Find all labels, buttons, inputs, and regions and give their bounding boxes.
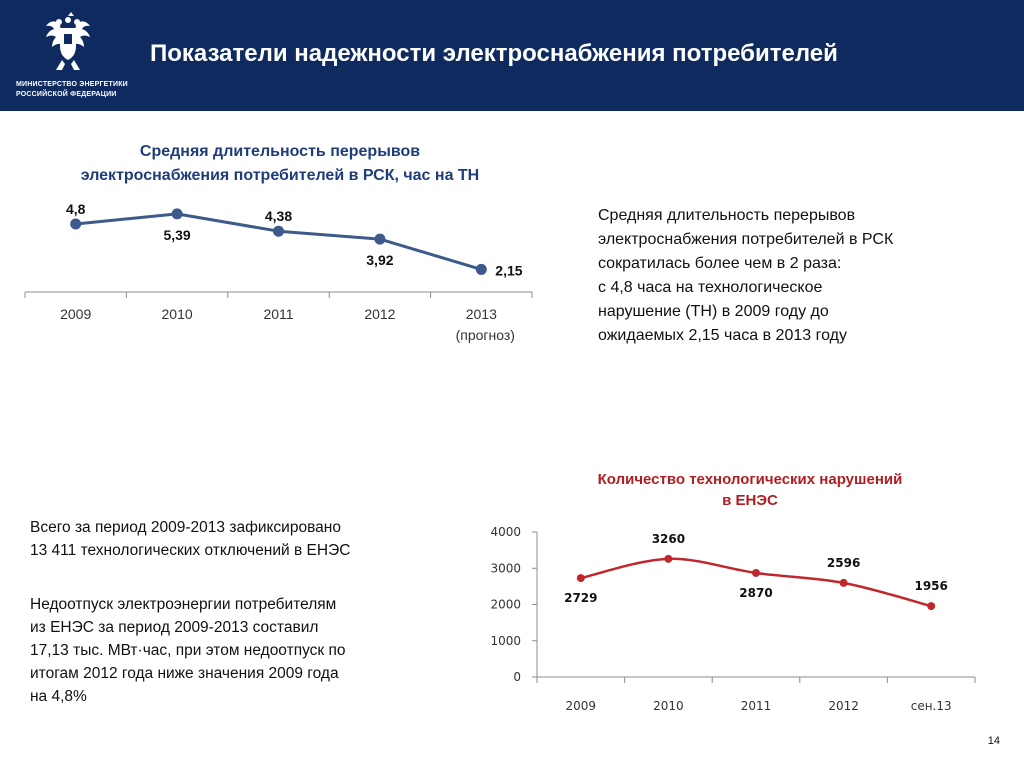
description-line: ожидаемых 2,15 часа в 2013 году [598,327,847,344]
chart2-y-tick-label: 2000 [490,598,521,612]
chart1-data-point [374,233,386,245]
double-headed-eagle-icon [46,12,90,70]
chart2-y-tick-label: 0 [513,670,521,684]
chart1-x-tick-label: 2012 [364,306,395,322]
chart1-data-label: 3,92 [366,252,393,268]
description-line: с 4,8 часа на технологическое [598,279,823,296]
chart2-title: Количество технологических нарушений в Е… [530,469,970,511]
chart1-data-label: 5,39 [163,227,190,243]
description-line: сократилась более чем в 2 раза: [598,255,842,272]
summary-text: Всего за период 2009-2013 зафиксировано … [30,516,350,562]
chart2-data-label: 2596 [827,556,860,570]
chart2-x-tick-label: 2011 [741,699,772,713]
chart1-data-point [70,218,82,230]
chart1-data-point [475,263,487,275]
chart2-data-label: 1956 [914,579,947,593]
chart2-title-line2: в ЕНЭС [722,492,778,509]
chart1-title-line1: Средняя длительность перерывов [139,143,421,160]
undersupply-line: из ЕНЭС за период 2009-2013 составил [30,619,319,636]
chart1-data-point [171,208,183,220]
ministry-line1: МИНИСТЕРСТВО ЭНЕРГЕТИКИ [16,81,128,88]
undersupply-line: итогам 2012 года ниже значения 2009 года [30,665,339,682]
chart2-data-point [839,578,848,587]
chart2-data-point [927,602,936,611]
undersupply-line: на 4,8% [30,688,87,705]
summary-line: Всего за период 2009-2013 зафиксировано [30,519,341,536]
chart1-x-tick-label: 2011 [263,306,293,322]
chart2-data-point [576,574,585,583]
chart1-data-point [273,225,284,237]
description-line: Средняя длительность перерывов [598,207,856,224]
chart1-data-label: 4,38 [265,208,292,224]
chart1-title-line2: электроснабжения потребителей в РСК, час… [80,167,480,184]
description-line: нарушение (ТН) в 2009 году до [598,303,829,320]
chart2-x-tick-label: сен.13 [911,699,952,713]
undersupply-line: Недоотпуск электроэнергии потребителям [30,596,337,613]
chart2-data-point [664,554,673,563]
chart2-data-label: 2870 [739,586,772,600]
chart2-y-tick-label: 1000 [490,634,521,648]
chart2-x-tick-label: 2012 [828,699,859,713]
description-text: Средняя длительность перерывов электросн… [598,204,998,348]
undersupply-text: Недоотпуск электроэнергии потребителям и… [30,593,346,708]
description-line: электроснабжения потребителей в РСК [598,231,894,248]
chart1-data-label: 4,8 [66,201,86,217]
chart1-x-tick-sublabel: (прогноз) [456,327,515,343]
page-title: Показатели надежности электроснабжения п… [150,40,838,67]
ministry-line2: РОССИЙСКОЙ ФЕДЕРАЦИИ [16,91,117,98]
chart1-x-tick-label: 2009 [60,306,91,322]
chart2-data-label: 2729 [564,591,597,605]
summary-line: 13 411 технологических отключений в ЕНЭС [30,542,351,559]
chart2-y-tick-label: 4000 [490,525,521,539]
page-number: 14 [987,735,1000,747]
undersupply-line: 17,13 тыс. МВт·час, при этом недоотпуск … [30,642,346,659]
header-bar: МИНИСТЕРСТВО ЭНЕРГЕТИКИ РОССИЙСКОЙ ФЕДЕР… [0,0,1024,111]
chart2-data-label: 3260 [652,532,685,546]
chart1-x-tick-label: 2010 [162,306,193,322]
ministry-name: МИНИСТЕРСТВО ЭНЕРГЕТИКИ РОССИЙСКОЙ ФЕДЕР… [16,80,146,100]
chart2-x-tick-label: 2009 [566,699,597,713]
chart2-title-line1: Количество технологических нарушений [597,471,903,488]
chart1-data-label: 2,15 [495,262,522,278]
chart2-data-point [752,568,760,577]
chart1-x-tick-label: 2013 [466,306,497,322]
chart1-title: Средняя длительность перерывов электросн… [20,140,540,188]
chart2-x-tick-label: 2010 [653,699,684,713]
chart2-y-tick-label: 3000 [490,561,521,575]
